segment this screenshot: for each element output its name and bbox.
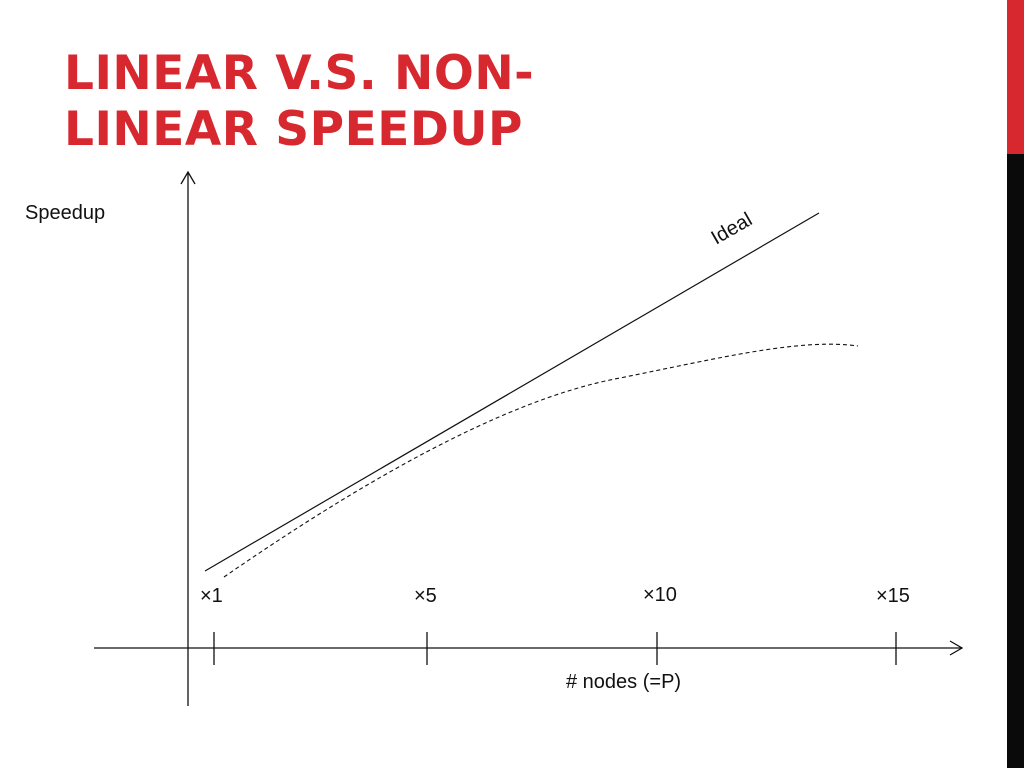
slide-title: LINEAR V.S. NON- LINEAR SPEEDUP: [64, 46, 624, 158]
actual-speedup-curve: [223, 343, 859, 578]
side-accent-red: [1007, 0, 1024, 154]
tick-label-15: ×15: [876, 585, 910, 607]
x-axis-label: # nodes (=P): [566, 671, 681, 693]
tick-label-10: ×10: [643, 584, 677, 606]
side-accent-bar: [1007, 0, 1024, 768]
ideal-speedup-line: [204, 212, 820, 572]
y-axis-arrowhead: [180, 170, 196, 185]
tick-label-5: ×5: [414, 585, 437, 607]
y-axis-label: Speedup: [25, 202, 105, 224]
title-line-1: LINEAR V.S. NON-: [64, 46, 535, 101]
tick-label-1: ×1: [200, 585, 223, 607]
x-axis-arrowhead: [949, 640, 964, 656]
title-line-2: LINEAR SPEEDUP: [64, 102, 523, 157]
ideal-label: Ideal: [708, 209, 757, 250]
